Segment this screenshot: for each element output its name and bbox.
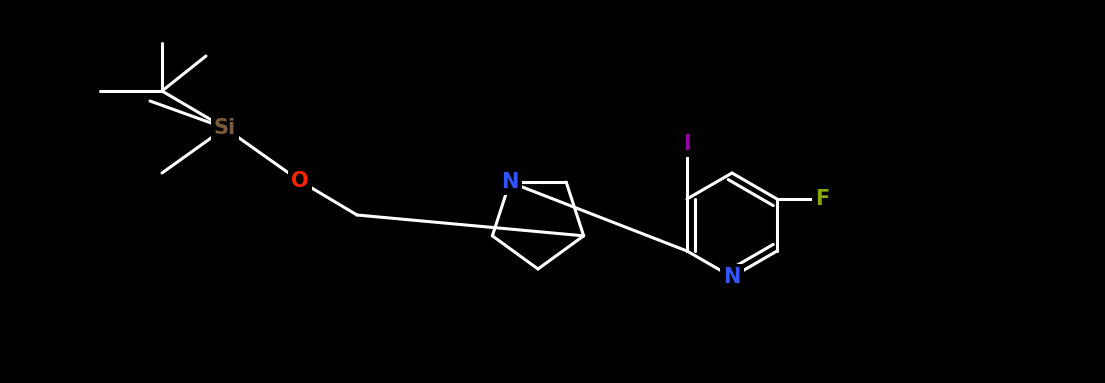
Text: Si: Si (214, 118, 236, 138)
Text: F: F (814, 189, 829, 209)
Text: O: O (292, 171, 308, 191)
Text: N: N (724, 267, 740, 287)
Text: I: I (683, 134, 691, 154)
Text: N: N (501, 172, 518, 192)
